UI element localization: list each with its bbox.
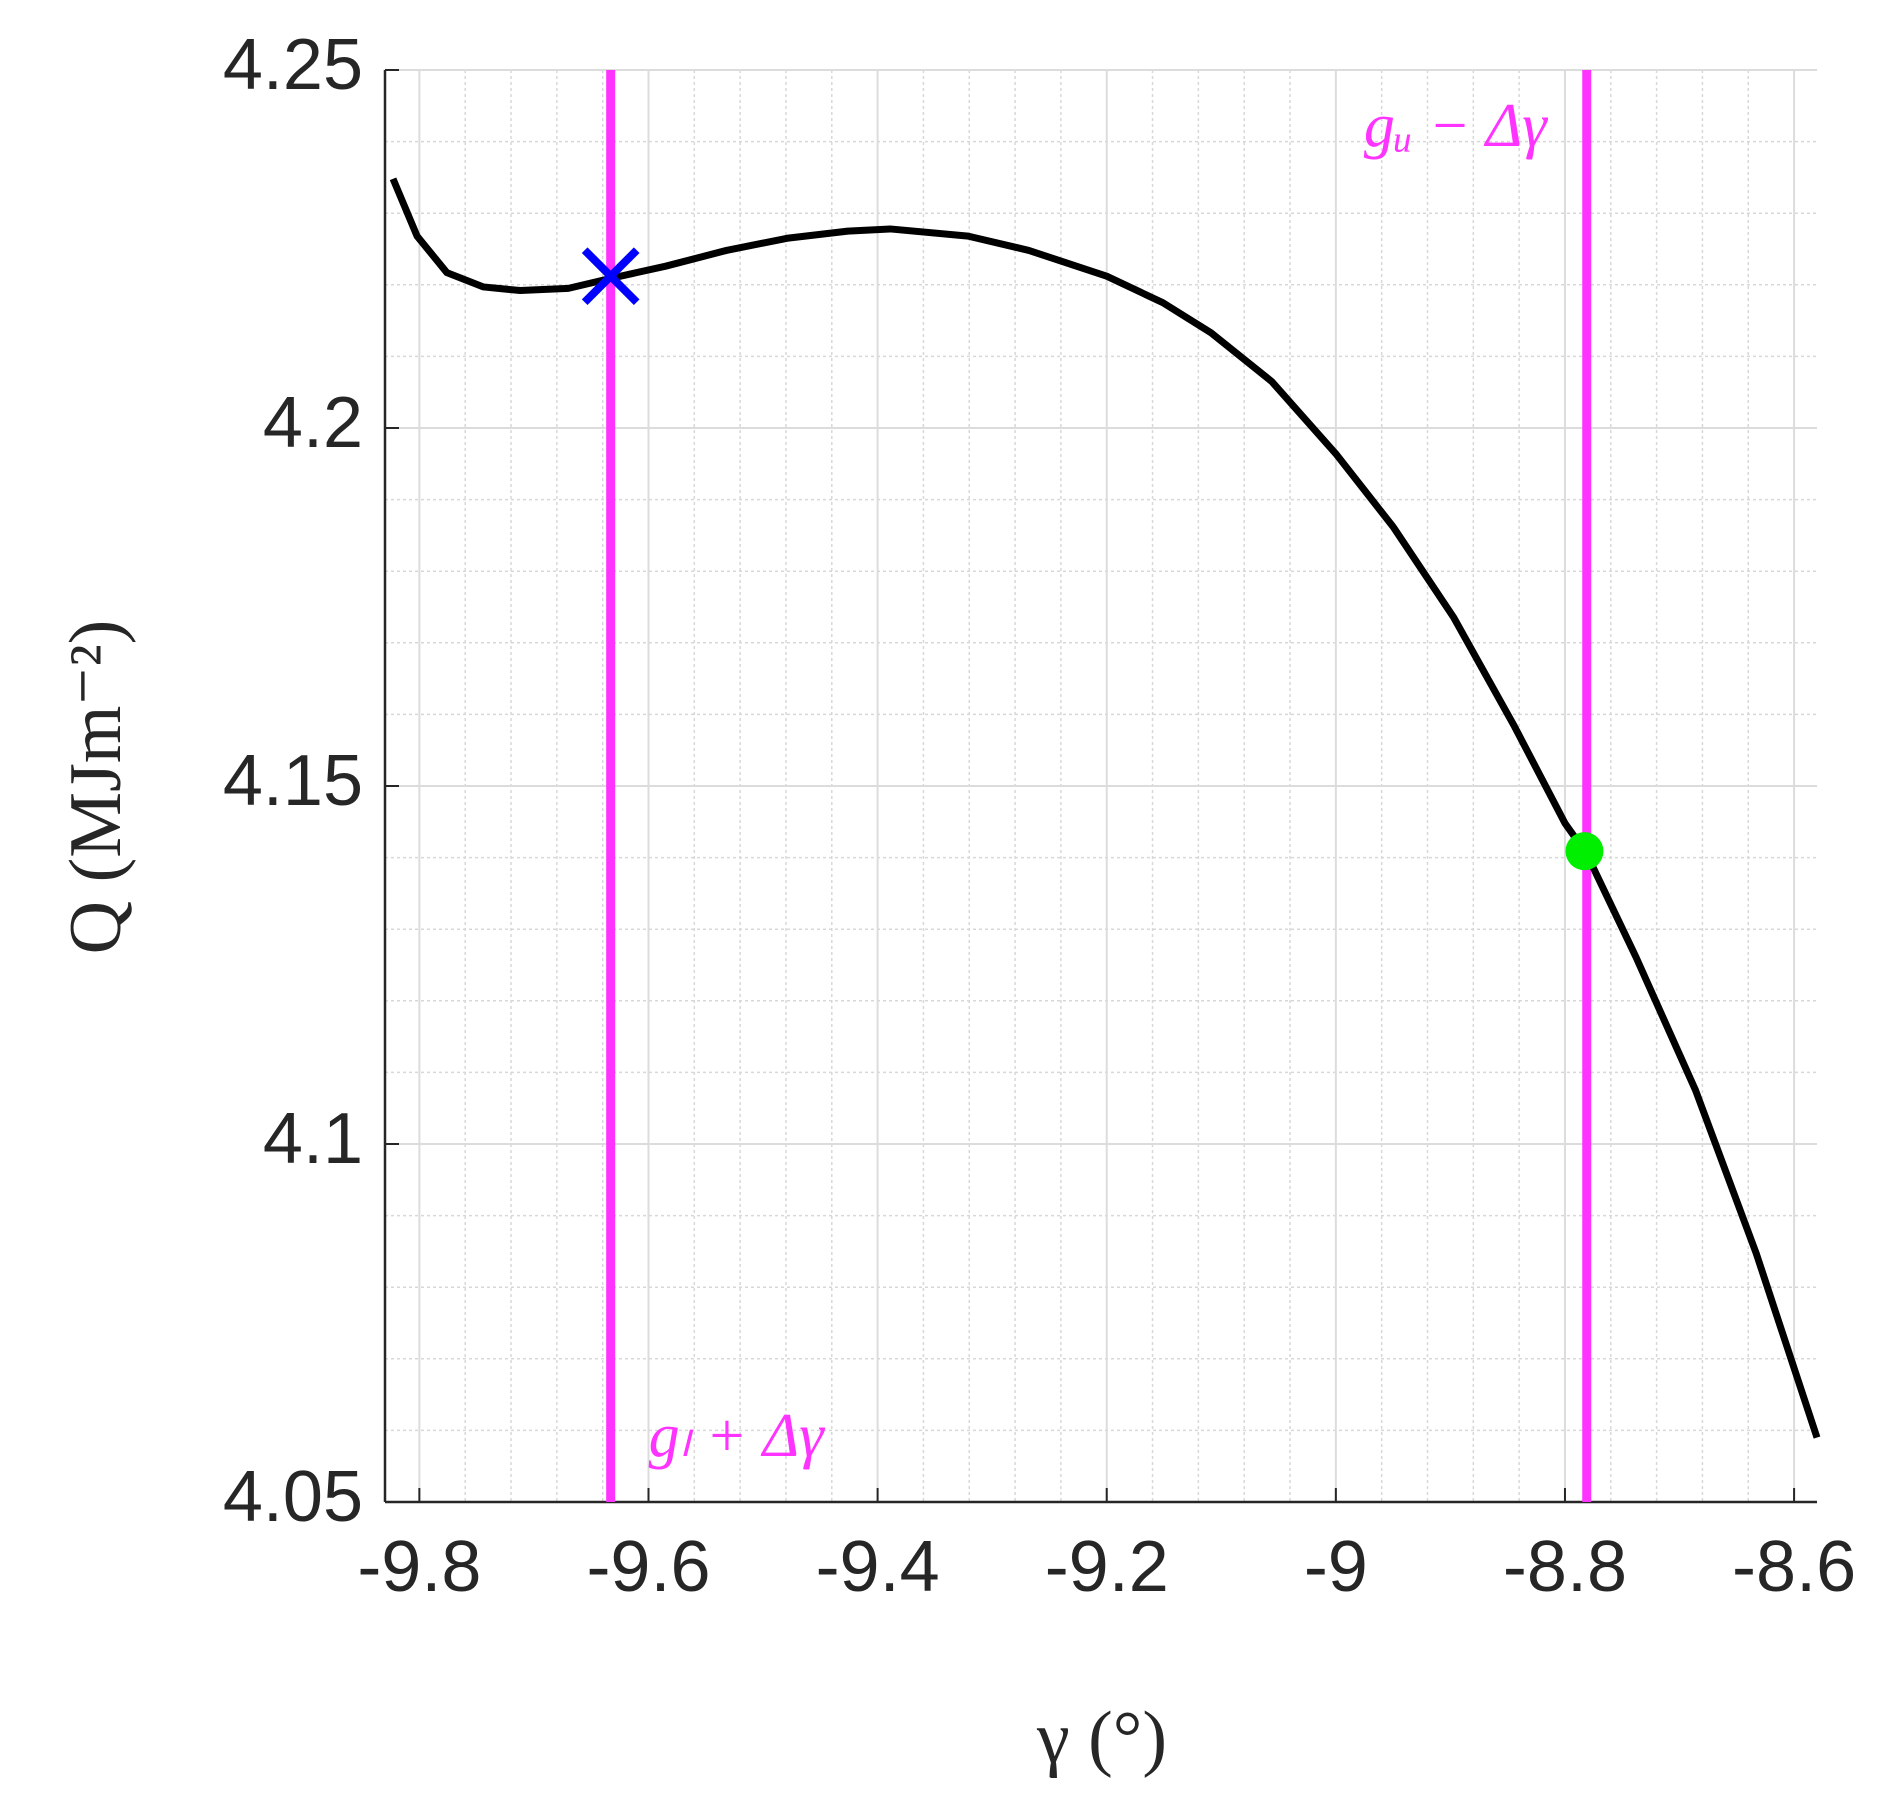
y-tick-label: 4.2	[263, 383, 363, 463]
y-tick-label: 4.1	[263, 1099, 363, 1179]
x-tick-label: -9.6	[586, 1527, 710, 1607]
annotation: gᵤ − Δγ	[1364, 92, 1548, 160]
y-tick-label: 4.15	[223, 741, 363, 821]
marker	[1565, 832, 1604, 871]
x-tick-label: -9	[1304, 1527, 1368, 1607]
marker	[581, 247, 640, 306]
x-tick-label: -9.2	[1045, 1527, 1169, 1607]
annotation: gₗ + Δγ	[649, 1402, 826, 1470]
y-tick-label: 4.05	[223, 1457, 363, 1537]
x-tick-label: -9.8	[357, 1527, 481, 1607]
y-axis-label: Q (MJm⁻²)	[55, 620, 137, 955]
x-tick-label: -8.6	[1732, 1527, 1856, 1607]
x-tick-label: -8.8	[1503, 1527, 1627, 1607]
y-tick-label: 4.25	[223, 25, 363, 105]
x-axis-label: γ (°)	[1036, 1697, 1167, 1779]
x-tick-label: -9.4	[816, 1527, 940, 1607]
